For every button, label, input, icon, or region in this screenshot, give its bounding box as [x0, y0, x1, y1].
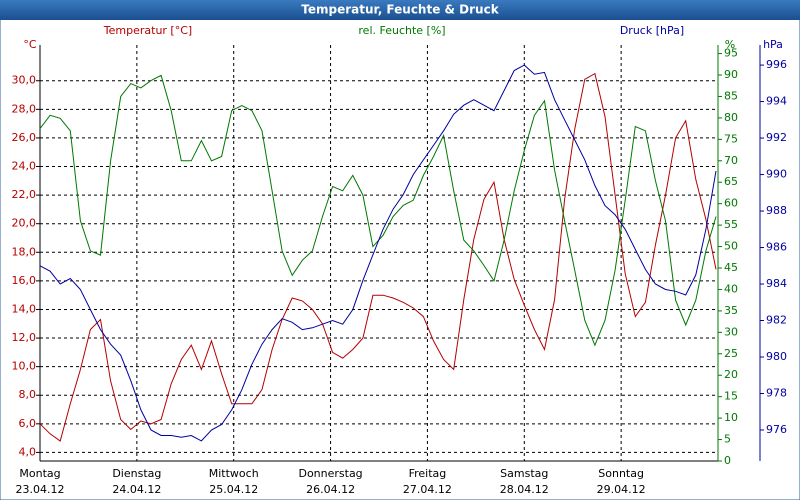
y2-tick-label: 35 [724, 304, 738, 317]
x-tick-date: 24.04.12 [112, 483, 161, 496]
x-tick-label: Sonntag [598, 467, 644, 480]
y-tick-label: 8,0 [19, 388, 37, 401]
y-tick-label: 14,0 [12, 302, 37, 315]
y-tick-label: 20,0 [12, 217, 37, 230]
y-tick-label: 10,0 [12, 360, 37, 373]
y2-tick-label: 0 [724, 454, 731, 467]
y2-tick-label: 25 [724, 347, 738, 360]
title-bar [0, 0, 800, 20]
y3-tick-label: 990 [766, 168, 787, 181]
x-tick-label: Mittwoch [209, 467, 259, 480]
y2-unit: % [725, 38, 735, 51]
y2-tick-label: 20 [724, 368, 738, 381]
y2-tick-label: 70 [724, 154, 738, 167]
y2-tick-label: 85 [724, 89, 738, 102]
x-tick-date: 25.04.12 [209, 483, 258, 496]
y-tick-label: 12,0 [12, 331, 37, 344]
y-tick-label: 28,0 [12, 102, 37, 115]
y-tick-label: 30,0 [12, 74, 37, 87]
y3-tick-label: 982 [766, 314, 787, 327]
y3-tick-label: 992 [766, 131, 787, 144]
legend-label: Temperatur [°C] [103, 24, 192, 37]
x-tick-date: 27.04.12 [403, 483, 452, 496]
y-tick-label: 22,0 [12, 188, 37, 201]
y2-tick-label: 5 [724, 433, 731, 446]
y3-tick-label: 984 [766, 277, 787, 290]
y2-tick-label: 95 [724, 47, 738, 60]
y3-tick-label: 986 [766, 241, 787, 254]
y2-tick-label: 15 [724, 390, 738, 403]
legend-label: rel. Feuchte [%] [358, 24, 445, 37]
x-tick-date: 29.04.12 [597, 483, 646, 496]
y2-tick-label: 60 [724, 197, 738, 210]
y2-tick-label: 55 [724, 218, 738, 231]
x-tick-label: Freitag [409, 467, 447, 480]
x-tick-label: Samstag [500, 467, 548, 480]
y3-tick-label: 996 [766, 58, 787, 71]
y2-tick-label: 30 [724, 325, 738, 338]
x-tick-date: 23.04.12 [16, 483, 65, 496]
y2-tick-label: 75 [724, 132, 738, 145]
y3-tick-label: 988 [766, 204, 787, 217]
y2-tick-label: 50 [724, 240, 738, 253]
data-line [39, 72, 717, 442]
x-tick-label: Donnerstag [298, 467, 362, 480]
y3-tick-label: 976 [766, 423, 787, 436]
y2-tick-label: 10 [724, 411, 738, 424]
legend-label: Druck [hPa] [620, 24, 684, 37]
y-tick-label: 4,0 [19, 445, 37, 458]
y3-tick-label: 980 [766, 350, 787, 363]
y-tick-label: 18,0 [12, 245, 37, 258]
y2-tick-label: 65 [724, 175, 738, 188]
y-unit: °C [23, 38, 37, 51]
y3-tick-label: 994 [766, 95, 787, 108]
y2-tick-label: 45 [724, 261, 738, 274]
x-tick-label: Montag [19, 467, 60, 480]
y-tick-label: 24,0 [12, 160, 37, 173]
x-tick-label: Dienstag [112, 467, 161, 480]
y2-tick-label: 40 [724, 282, 738, 295]
y2-tick-label: 80 [724, 111, 738, 124]
data-line [39, 64, 717, 442]
x-tick-date: 26.04.12 [306, 483, 355, 496]
y-tick-label: 26,0 [12, 131, 37, 144]
y-tick-label: 16,0 [12, 274, 37, 287]
chart-title: Temperatur, Feuchte & Druck [301, 3, 499, 17]
y3-unit: hPa [763, 38, 783, 51]
y-tick-label: 6,0 [19, 417, 37, 430]
x-tick-date: 28.04.12 [500, 483, 549, 496]
y2-tick-label: 90 [724, 68, 738, 81]
y3-tick-label: 978 [766, 386, 787, 399]
